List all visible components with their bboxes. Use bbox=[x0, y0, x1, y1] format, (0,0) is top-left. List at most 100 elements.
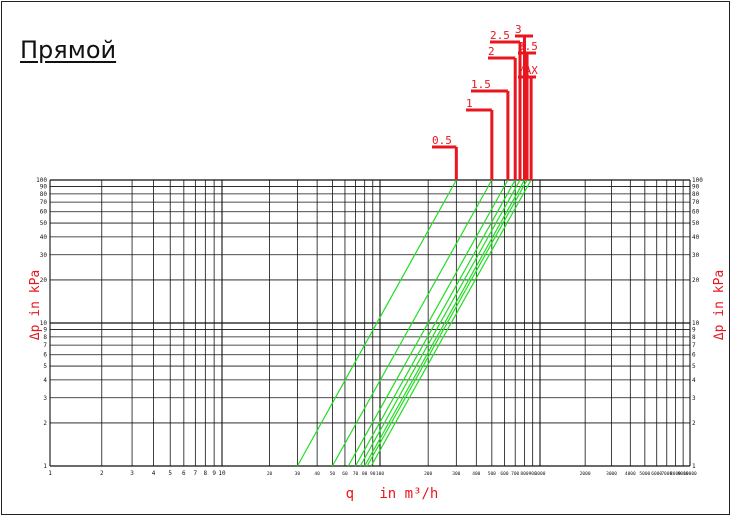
flag-label-2-5: 2.5 bbox=[490, 29, 510, 42]
y-tick-label: 5 bbox=[692, 363, 696, 370]
y-tick-label: 2 bbox=[43, 420, 47, 427]
y-tick-label: 30 bbox=[692, 252, 700, 259]
y-tick-label: 70 bbox=[692, 199, 700, 206]
y-axis-label-right: Δp in kPa bbox=[712, 270, 727, 340]
curves bbox=[296, 179, 532, 467]
x-tick-label: 1 bbox=[48, 470, 52, 477]
y-tick-label: 60 bbox=[692, 209, 700, 216]
y-tick-label: 60 bbox=[40, 209, 48, 216]
y-tick-label: 30 bbox=[40, 252, 48, 259]
x-tick-label: 1000 bbox=[535, 471, 546, 477]
x-ticks: 1 2 3 4 5 6 7 8 9 10 20 30 40 50 60 70 80 90 100 200 300 400 5… bbox=[48, 470, 697, 477]
y-tick-label: 9 bbox=[43, 327, 47, 334]
x-tick-label: 100 bbox=[376, 471, 384, 477]
x-tick-label: 70 bbox=[353, 471, 359, 477]
y-tick-label: 90 bbox=[40, 184, 48, 191]
y-tick-label: 40 bbox=[692, 234, 700, 241]
x-tick-label: 10 bbox=[218, 470, 226, 477]
flag-label-1-5: 1.5 bbox=[471, 78, 491, 91]
y-tick-label: 9 bbox=[692, 327, 696, 334]
y-tick-label: 4 bbox=[692, 377, 696, 384]
y-tick-label: 5 bbox=[43, 363, 47, 370]
y-tick-label: 20 bbox=[692, 277, 700, 284]
x-tick-label: 4000 bbox=[625, 471, 636, 477]
x-tick-label: 9000 bbox=[678, 471, 689, 477]
series-line-1 bbox=[331, 179, 493, 467]
y-tick-label: 100 bbox=[36, 177, 47, 184]
series-line-0-5 bbox=[296, 179, 457, 467]
x-tick-label: 10000 bbox=[683, 471, 697, 477]
x-tick-label: 900 bbox=[529, 471, 537, 477]
x-tick-label: 4 bbox=[152, 470, 156, 477]
y-tick-label: 6 bbox=[43, 352, 47, 359]
y-tick-label: 10 bbox=[692, 320, 700, 327]
y-tick-label: 70 bbox=[40, 199, 48, 206]
x-tick-label: 500 bbox=[488, 471, 496, 477]
x-tick-label: 50 bbox=[330, 471, 336, 477]
y-tick-label: 8 bbox=[692, 334, 696, 341]
x-tick-label: 90 bbox=[370, 471, 376, 477]
series-line-3-5 bbox=[366, 179, 528, 467]
series-line-1-5 bbox=[347, 179, 509, 467]
series-line-3 bbox=[364, 179, 526, 467]
x-tick-label: 6000 bbox=[651, 471, 662, 477]
x-tick-label: 5000 bbox=[639, 471, 650, 477]
y-tick-label: 7 bbox=[43, 342, 47, 349]
x-tick-label: 2 bbox=[100, 470, 104, 477]
flag-label-3-5: 3.5 bbox=[518, 40, 538, 53]
x-tick-label: 300 bbox=[452, 471, 460, 477]
x-tick-label: 7 bbox=[194, 470, 198, 477]
flag-label-3: 3 bbox=[515, 23, 522, 36]
y-tick-label: 7 bbox=[692, 342, 696, 349]
y-tick-label: 10 bbox=[40, 320, 48, 327]
x-tick-label: 40 bbox=[314, 471, 320, 477]
y-tick-label: 8 bbox=[43, 334, 47, 341]
y-tick-label: 1 bbox=[692, 463, 696, 470]
y-tick-label: 3 bbox=[43, 395, 47, 402]
x-tick-label: 2000 bbox=[580, 471, 591, 477]
flag-label-2: 2 bbox=[488, 45, 495, 58]
x-axis-label: q in m³/h bbox=[346, 486, 439, 502]
y-tick-label: 50 bbox=[40, 220, 48, 227]
x-tick-label: 6 bbox=[182, 470, 186, 477]
series-line-2 bbox=[354, 179, 516, 467]
x-tick-label: 7000 bbox=[661, 471, 672, 477]
flag-label-max: MAX bbox=[518, 64, 538, 77]
x-tick-label: 60 bbox=[342, 471, 348, 477]
y-tick-label: 50 bbox=[692, 220, 700, 227]
y-tick-label: 4 bbox=[43, 377, 47, 384]
x-tick-label: 8000 bbox=[670, 471, 681, 477]
y-tick-label: 1 bbox=[43, 463, 47, 470]
x-tick-label: 200 bbox=[424, 471, 432, 477]
x-tick-label: 80 bbox=[362, 471, 368, 477]
y-tick-label: 6 bbox=[692, 352, 696, 359]
x-tick-label: 3000 bbox=[606, 471, 617, 477]
curve-labels: 0.5 1 1.5 2 2.5 3 3.5 MAX bbox=[432, 23, 538, 180]
y-tick-label: 2 bbox=[692, 420, 696, 427]
series-line-2-5 bbox=[359, 179, 521, 467]
x-tick-label: 3 bbox=[130, 470, 134, 477]
x-tick-label: 800 bbox=[520, 471, 528, 477]
series-line-max bbox=[370, 179, 532, 467]
page-title: Прямой bbox=[20, 36, 117, 64]
y-tick-label: 100 bbox=[692, 177, 703, 184]
y-tick-label: 3 bbox=[692, 395, 696, 402]
flag-label-1: 1 bbox=[466, 97, 473, 110]
y-tick-label: 40 bbox=[40, 234, 48, 241]
x-tick-label: 600 bbox=[500, 471, 508, 477]
y-tick-label: 80 bbox=[40, 191, 48, 198]
x-tick-label: 8 bbox=[204, 470, 208, 477]
y-tick-label: 90 bbox=[692, 184, 700, 191]
grid bbox=[49, 179, 691, 467]
x-tick-label: 30 bbox=[295, 471, 301, 477]
x-tick-label: 9 bbox=[212, 470, 216, 477]
y-axis-label-left: Δp in kPa bbox=[28, 270, 43, 340]
x-tick-label: 5 bbox=[168, 470, 172, 477]
x-tick-label: 700 bbox=[511, 471, 519, 477]
x-tick-label: 20 bbox=[267, 471, 273, 477]
flag-label-0-5: 0.5 bbox=[432, 134, 452, 147]
